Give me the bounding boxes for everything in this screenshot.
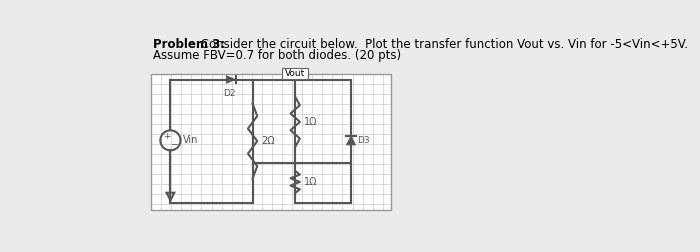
- Text: Vin: Vin: [183, 135, 198, 145]
- Text: +: +: [164, 132, 171, 141]
- Text: 1Ω: 1Ω: [304, 177, 317, 187]
- Text: Vout: Vout: [285, 69, 305, 78]
- Text: 2Ω: 2Ω: [261, 136, 274, 146]
- Text: 1Ω: 1Ω: [304, 117, 317, 127]
- Text: D3: D3: [357, 136, 370, 145]
- Text: Problem 3:: Problem 3:: [153, 38, 225, 51]
- Polygon shape: [226, 76, 235, 83]
- FancyBboxPatch shape: [282, 68, 309, 79]
- Text: Assume FBV=0.7 for both diodes. (20 pts): Assume FBV=0.7 for both diodes. (20 pts): [153, 49, 402, 62]
- Polygon shape: [346, 136, 356, 145]
- Bar: [151, 74, 391, 210]
- Text: Consider the circuit below.  Plot the transfer function Vout vs. Vin for -5<Vin<: Consider the circuit below. Plot the tra…: [197, 38, 688, 51]
- Bar: [151, 74, 391, 210]
- Text: D2: D2: [223, 89, 236, 98]
- Text: −: −: [170, 139, 177, 148]
